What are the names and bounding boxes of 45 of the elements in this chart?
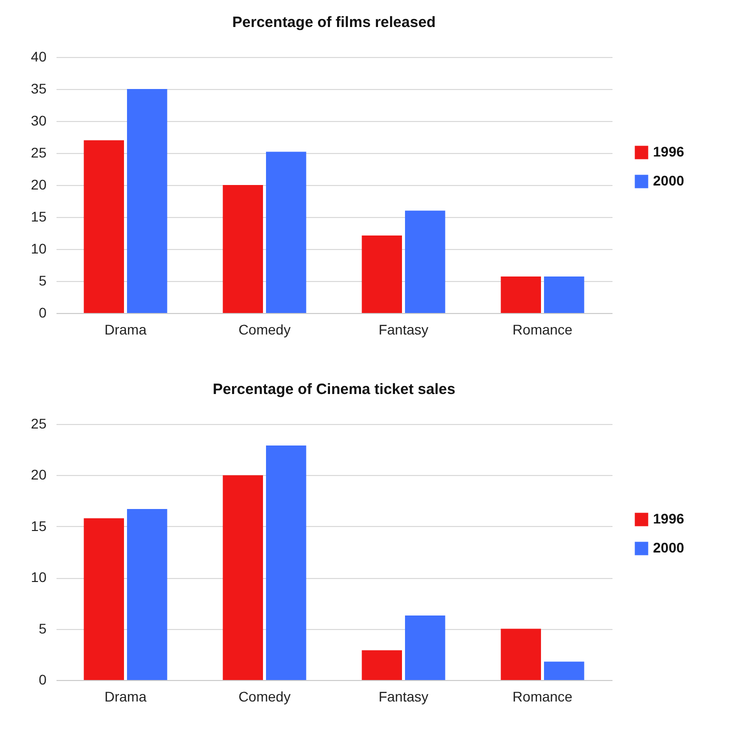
y-tick-label: 15 [30,208,47,224]
y-tick-label: 35 [30,80,47,96]
y-tick-label: 5 [38,620,47,636]
legend-label: 1996 [653,144,684,160]
x-tick-label: Romance [512,688,573,704]
bar [362,236,402,313]
bar [362,650,402,680]
bar [544,276,584,313]
bar [500,628,541,680]
chart-title: Percentage of films released [232,14,436,31]
y-tick-label: 0 [38,672,47,688]
x-tick-label: Comedy [238,688,291,704]
bar [222,185,263,313]
bar [266,152,306,313]
x-tick-label: Romance [512,322,573,338]
y-tick-label: 40 [30,48,47,64]
y-tick-label: 0 [38,304,47,320]
bar [544,662,584,680]
x-tick-label: Fantasy [378,322,428,338]
y-tick-label: 25 [30,144,47,160]
bar [127,89,168,313]
y-tick-label: 25 [30,416,47,432]
y-tick-label: 5 [38,272,47,288]
bar [222,475,263,680]
y-tick-label: 10 [30,569,47,586]
bar [127,508,168,680]
bar [405,615,446,680]
x-tick-label: Comedy [238,322,291,338]
x-tick-label: Drama [104,688,147,704]
y-tick-label: 15 [30,518,47,534]
chart-title: Percentage of Cinema ticket sales [212,381,456,398]
bar [84,140,124,313]
bar [405,210,446,313]
legend-label: 2000 [653,540,684,556]
y-tick-label: 30 [30,112,47,128]
x-tick-label: Drama [104,322,147,338]
bar [266,446,306,680]
legend-label: 1996 [653,510,684,526]
y-tick-label: 20 [30,176,47,192]
x-tick-label: Fantasy [378,688,428,704]
y-tick-label: 10 [30,240,47,256]
bar [500,276,541,313]
legend-label: 2000 [653,172,684,188]
bar [84,518,124,680]
y-tick-label: 20 [30,466,47,483]
